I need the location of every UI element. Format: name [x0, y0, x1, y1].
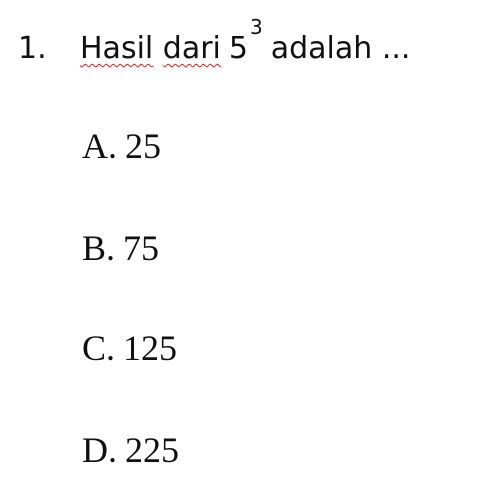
- option-b-value: 75: [123, 228, 160, 268]
- option-d: D. 225: [82, 428, 382, 472]
- question-number: 1.: [18, 31, 47, 66]
- question-word-hasil: Hasil: [80, 31, 154, 66]
- question-ending: adalah ...: [270, 31, 411, 66]
- question-word-dari: dari: [162, 31, 221, 66]
- option-a-value: 25: [125, 126, 161, 166]
- option-b-letter: B.: [82, 228, 116, 268]
- option-c: C. 125: [82, 326, 382, 370]
- exponent-power: 3: [250, 15, 263, 39]
- question-space: [153, 31, 163, 66]
- option-b: B. 75: [82, 226, 382, 270]
- option-d-value: 225: [125, 430, 179, 470]
- option-c-letter: C.: [82, 328, 116, 368]
- option-a: A. 25: [82, 124, 382, 168]
- option-c-value: 125: [123, 328, 178, 368]
- exponent-base: 5: [228, 31, 248, 66]
- question-line: 1. Hasil dari 53 adalah ...: [18, 15, 488, 66]
- option-d-letter: D.: [82, 430, 117, 470]
- option-a-letter: A.: [82, 126, 117, 166]
